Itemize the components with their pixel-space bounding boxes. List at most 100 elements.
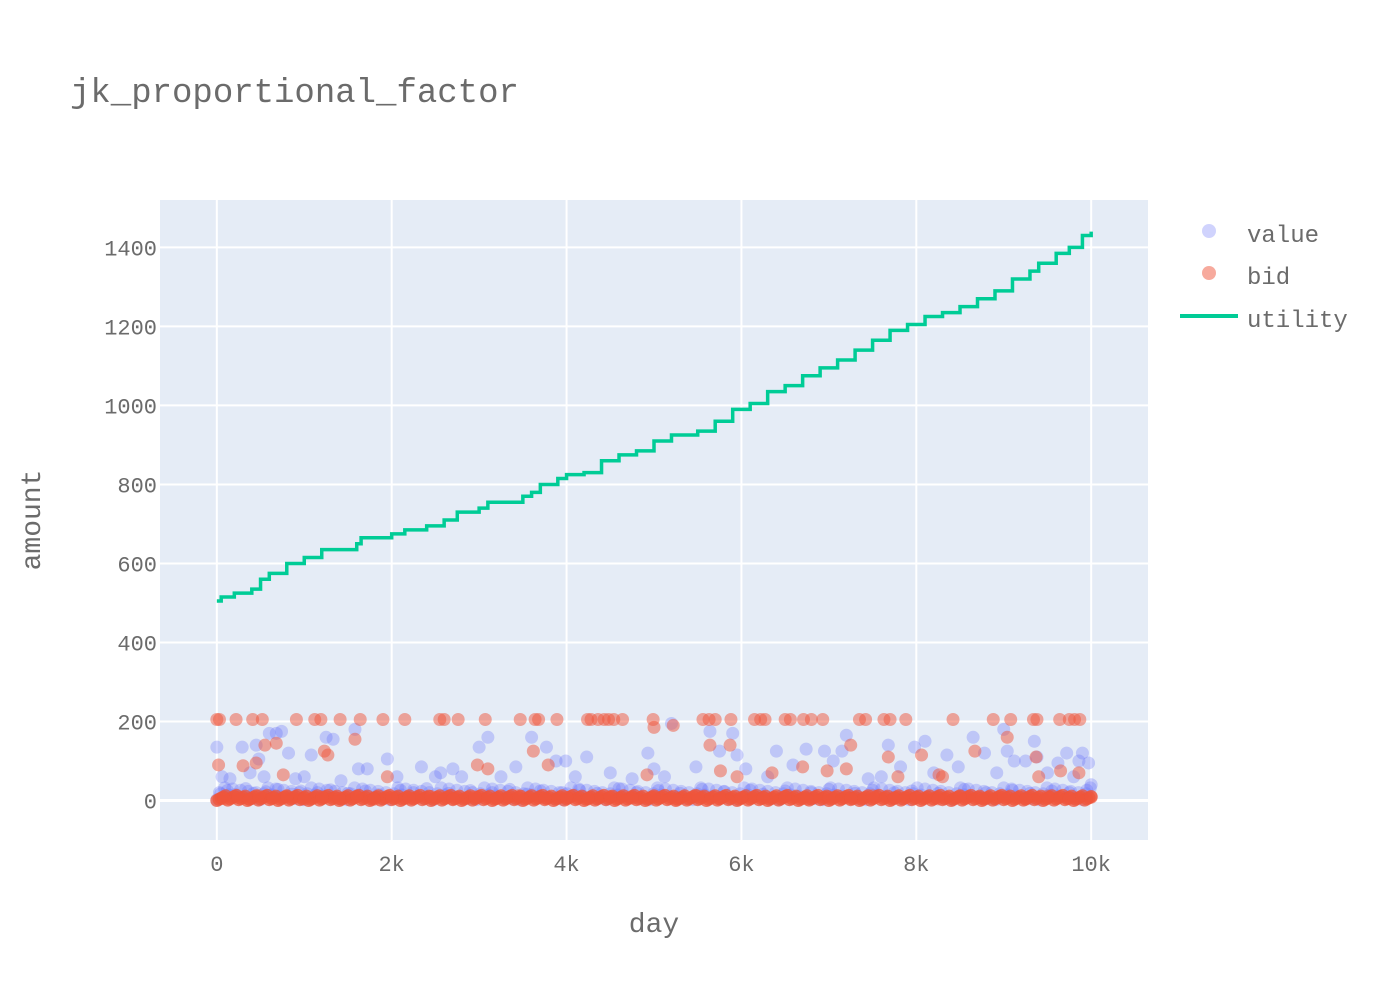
x-axis-ticks: 0 2k 4k 6k 8k 10k <box>210 853 1111 878</box>
value-point <box>1019 754 1033 768</box>
value-point <box>1075 746 1089 760</box>
value-point <box>966 730 980 744</box>
bid-point <box>402 791 416 805</box>
bid-point <box>315 790 329 804</box>
bid-point <box>376 713 390 727</box>
bid-point <box>640 768 654 782</box>
chart-title: jk_proportional_factor <box>70 75 519 113</box>
bid-point <box>881 750 895 764</box>
x-tick-label: 8k <box>903 853 929 878</box>
value-point <box>269 726 283 740</box>
bid-point <box>1073 713 1087 727</box>
bid-point <box>314 713 328 727</box>
bid-point <box>513 713 527 727</box>
y-tick-label: 800 <box>117 474 157 499</box>
y-tick-label: 1400 <box>104 237 157 262</box>
bid-point <box>424 790 438 804</box>
value-point <box>657 770 671 784</box>
bid-point <box>909 790 923 804</box>
bid-point <box>839 762 853 776</box>
bid-point <box>289 713 303 727</box>
bid-point <box>246 713 260 727</box>
bid-point <box>915 748 929 762</box>
value-point <box>539 740 553 754</box>
bid-point <box>229 713 243 727</box>
value-point <box>689 760 703 774</box>
bid-point <box>891 770 905 784</box>
bid-point <box>968 744 982 758</box>
bid-point <box>367 792 381 806</box>
bid-point <box>348 732 362 746</box>
bid-point <box>252 789 266 803</box>
value-point <box>799 742 813 756</box>
legend-bid-label[interactable]: bid <box>1247 265 1290 292</box>
x-tick-label: 10k <box>1071 853 1111 878</box>
value-point <box>580 750 594 764</box>
bid-point <box>946 713 960 727</box>
bid-point <box>1040 789 1054 803</box>
bid-point <box>844 792 858 806</box>
value-point <box>215 770 229 784</box>
value-point <box>881 738 895 752</box>
bid-point <box>691 789 705 803</box>
y-tick-label: 1200 <box>104 316 157 341</box>
legend-bid-marker <box>1202 266 1216 280</box>
value-point <box>481 730 495 744</box>
value-point <box>509 760 523 774</box>
value-point <box>326 732 340 746</box>
bid-point <box>647 720 661 734</box>
bid-point <box>297 792 311 806</box>
bid-point <box>734 790 748 804</box>
value-point <box>641 746 655 760</box>
value-point <box>990 766 1004 780</box>
value-point <box>894 760 908 774</box>
x-tick-label: 6k <box>728 853 754 878</box>
bid-point <box>470 758 484 772</box>
value-point <box>726 726 740 740</box>
bid-point <box>478 713 492 727</box>
value-point <box>348 722 362 736</box>
bid-point <box>1062 792 1076 806</box>
bid-point <box>255 713 269 727</box>
y-tick-label: 600 <box>117 553 157 578</box>
value-point <box>494 770 508 784</box>
value-point <box>428 770 442 784</box>
value-point <box>235 740 249 754</box>
bid-point <box>380 770 394 784</box>
bid-point <box>541 758 555 772</box>
bid-point <box>212 713 226 727</box>
bid-point <box>765 766 779 780</box>
legend-utility-label[interactable]: utility <box>1247 308 1348 335</box>
value-point <box>525 730 539 744</box>
value-point <box>304 748 318 762</box>
value-point <box>380 752 394 766</box>
bid-point <box>538 791 552 805</box>
value-point <box>1007 754 1021 768</box>
bid-point <box>321 748 335 762</box>
value-point <box>434 766 448 780</box>
bid-point <box>526 744 540 758</box>
value-point <box>210 740 224 754</box>
bid-point <box>931 792 945 806</box>
legend-value-marker <box>1202 224 1216 238</box>
bid-point <box>1084 790 1098 804</box>
legend-value-label[interactable]: value <box>1247 223 1319 250</box>
utility-line <box>216 231 1093 603</box>
value-point <box>319 730 333 744</box>
bid-point <box>1030 713 1044 727</box>
bid-point <box>353 713 367 727</box>
bid-point <box>446 792 460 806</box>
bid-point <box>249 756 263 770</box>
bid-point <box>796 760 810 774</box>
value-point <box>951 760 965 774</box>
bid-point <box>713 792 727 806</box>
series-bid <box>210 713 1098 807</box>
bid-point <box>490 792 504 806</box>
bid-point <box>887 791 901 805</box>
bid-point <box>936 770 950 784</box>
bid-point <box>481 762 495 776</box>
bid-point <box>581 792 595 806</box>
bid-point <box>1054 764 1068 778</box>
bid-point <box>437 713 451 727</box>
